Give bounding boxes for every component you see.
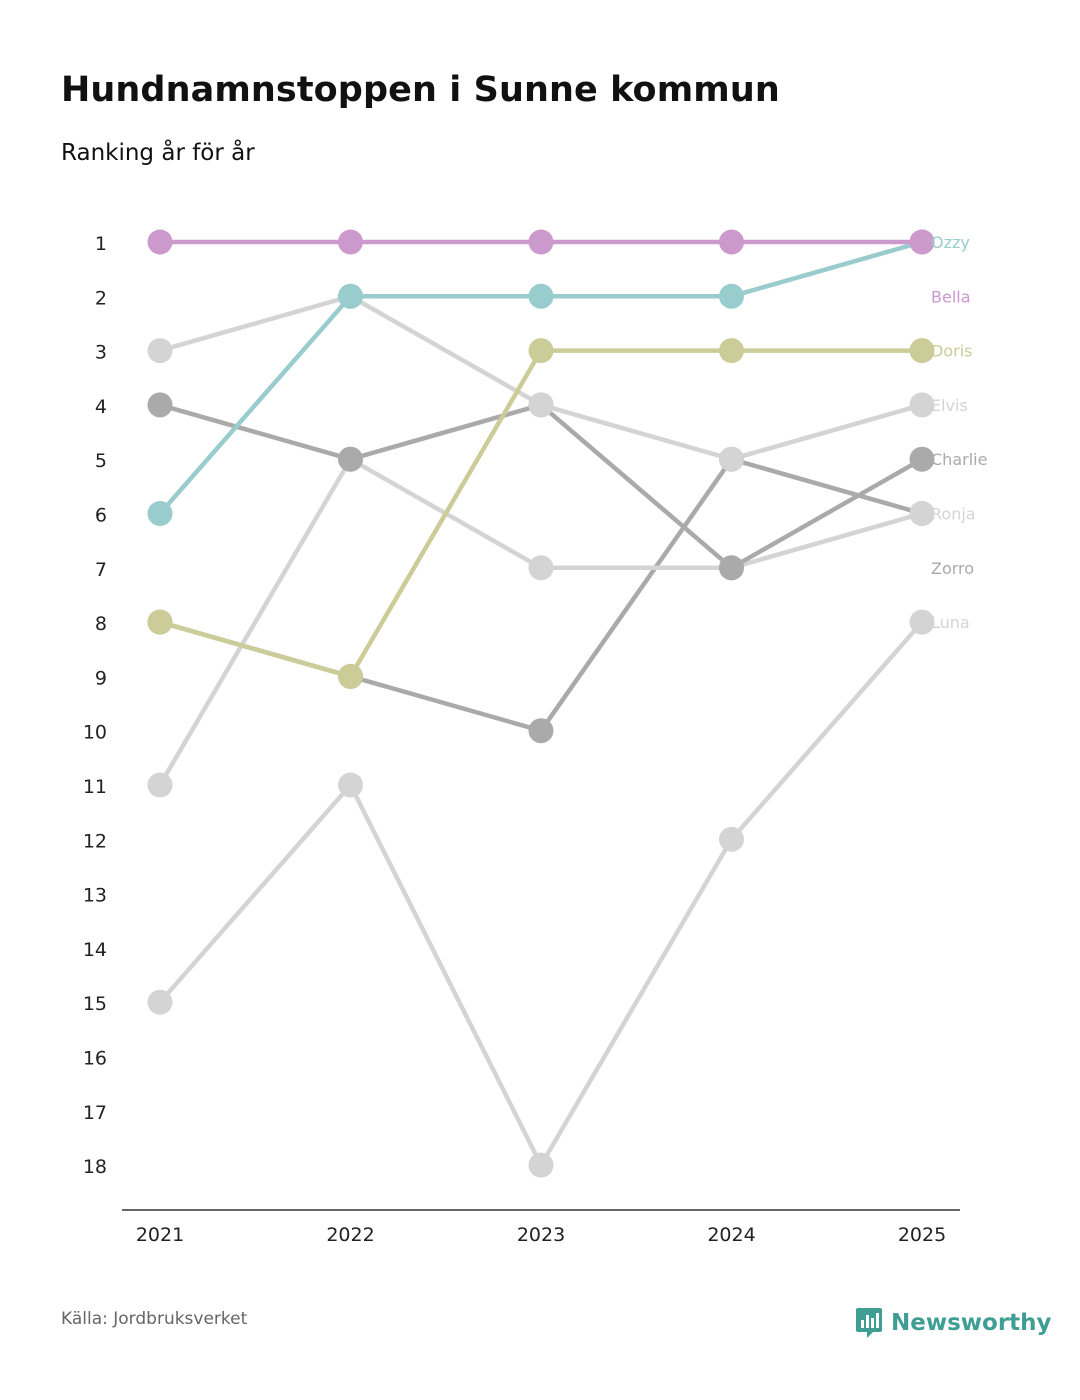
newsworthy-logo-icon [856,1308,882,1338]
series-dots [147,229,935,1178]
point-bella [528,229,554,255]
y-tick-label: 10 [83,722,107,744]
point-luna [528,1152,554,1178]
point-ozzy [719,283,744,309]
series-label-doris: Doris [931,342,972,361]
series-label-luna: Luna [931,613,970,632]
series-label-ozzy: Ozzy [931,233,970,252]
y-tick-label: 5 [95,450,107,472]
point-bella [719,229,744,255]
point-luna [719,826,744,852]
y-tick-label: 11 [83,776,107,798]
x-tick-label: 2023 [517,1224,565,1246]
point-charlie [909,446,935,472]
series-line-elvis [157,294,925,462]
y-tick-label: 4 [95,396,107,418]
series-labels: Luna Zorro Ronja Charlie Elvis Doris Ozzy Bella [931,233,987,632]
y-tick-label: 7 [95,559,107,581]
point-ozzy [528,283,554,309]
point-bella [147,229,173,255]
series-label-bella: Bella [931,287,971,306]
x-tick-label: 2021 [136,1224,184,1246]
brand-logo[interactable]: Newsworthy [855,1306,1052,1340]
point-ronja [147,772,173,798]
point-ronja [528,555,554,581]
point-ronja [909,501,935,526]
series-line-luna [157,619,925,1168]
y-tick-label: 12 [83,830,107,852]
series-label-elvis: Elvis [931,396,968,415]
point-luna [338,772,363,798]
point-elvis [147,338,173,364]
series-label-zorro: Zorro [931,559,974,578]
y-tick-label: 13 [83,885,107,907]
series-lines [157,239,925,1168]
y-tick-label: 6 [95,505,107,527]
point-doris [147,609,173,635]
point-bella [338,229,363,255]
series-label-ronja: Ronja [931,505,976,524]
chart-title: Hundnamnstoppen i Sunne kommun [61,70,780,110]
point-luna [909,609,935,635]
point-elvis [719,446,744,472]
series-label-charlie: Charlie [931,450,987,469]
y-tick-label: 8 [95,613,107,635]
brand-name: Newsworthy [891,1310,1052,1336]
chart-subtitle: Ranking år för år [61,140,255,166]
point-doris [528,338,554,364]
point-doris [909,338,935,364]
y-tick-label: 16 [83,1048,107,1070]
y-tick-label: 15 [83,993,107,1015]
point-elvis [528,392,554,418]
series-line-ozzy [157,239,925,516]
x-tick-label: 2024 [707,1224,755,1246]
point-ozzy [147,501,173,526]
y-tick-label: 18 [83,1156,107,1178]
x-axis: 2021 2022 2023 2024 2025 [122,1209,960,1246]
point-charlie [338,446,363,472]
point-doris [338,663,363,689]
y-tick-label: 3 [95,342,107,364]
y-tick-label: 2 [95,287,107,309]
point-luna [147,989,173,1015]
x-tick-label: 2025 [898,1224,946,1246]
y-tick-label: 1 [95,233,107,255]
x-tick-label: 2022 [326,1224,374,1246]
y-tick-label: 9 [95,667,107,689]
point-doris [719,338,744,364]
point-zorro [528,718,554,744]
source-note: Källa: Jordbruksverket [61,1309,248,1329]
point-bella [909,229,935,255]
series-line-charlie [157,402,925,571]
point-ozzy [338,283,363,309]
y-tick-label: 17 [83,1102,107,1124]
point-charlie [719,555,744,581]
series-line-zorro [157,456,925,733]
point-charlie [147,392,173,418]
y-tick-label: 14 [83,939,107,961]
point-elvis [909,392,935,418]
